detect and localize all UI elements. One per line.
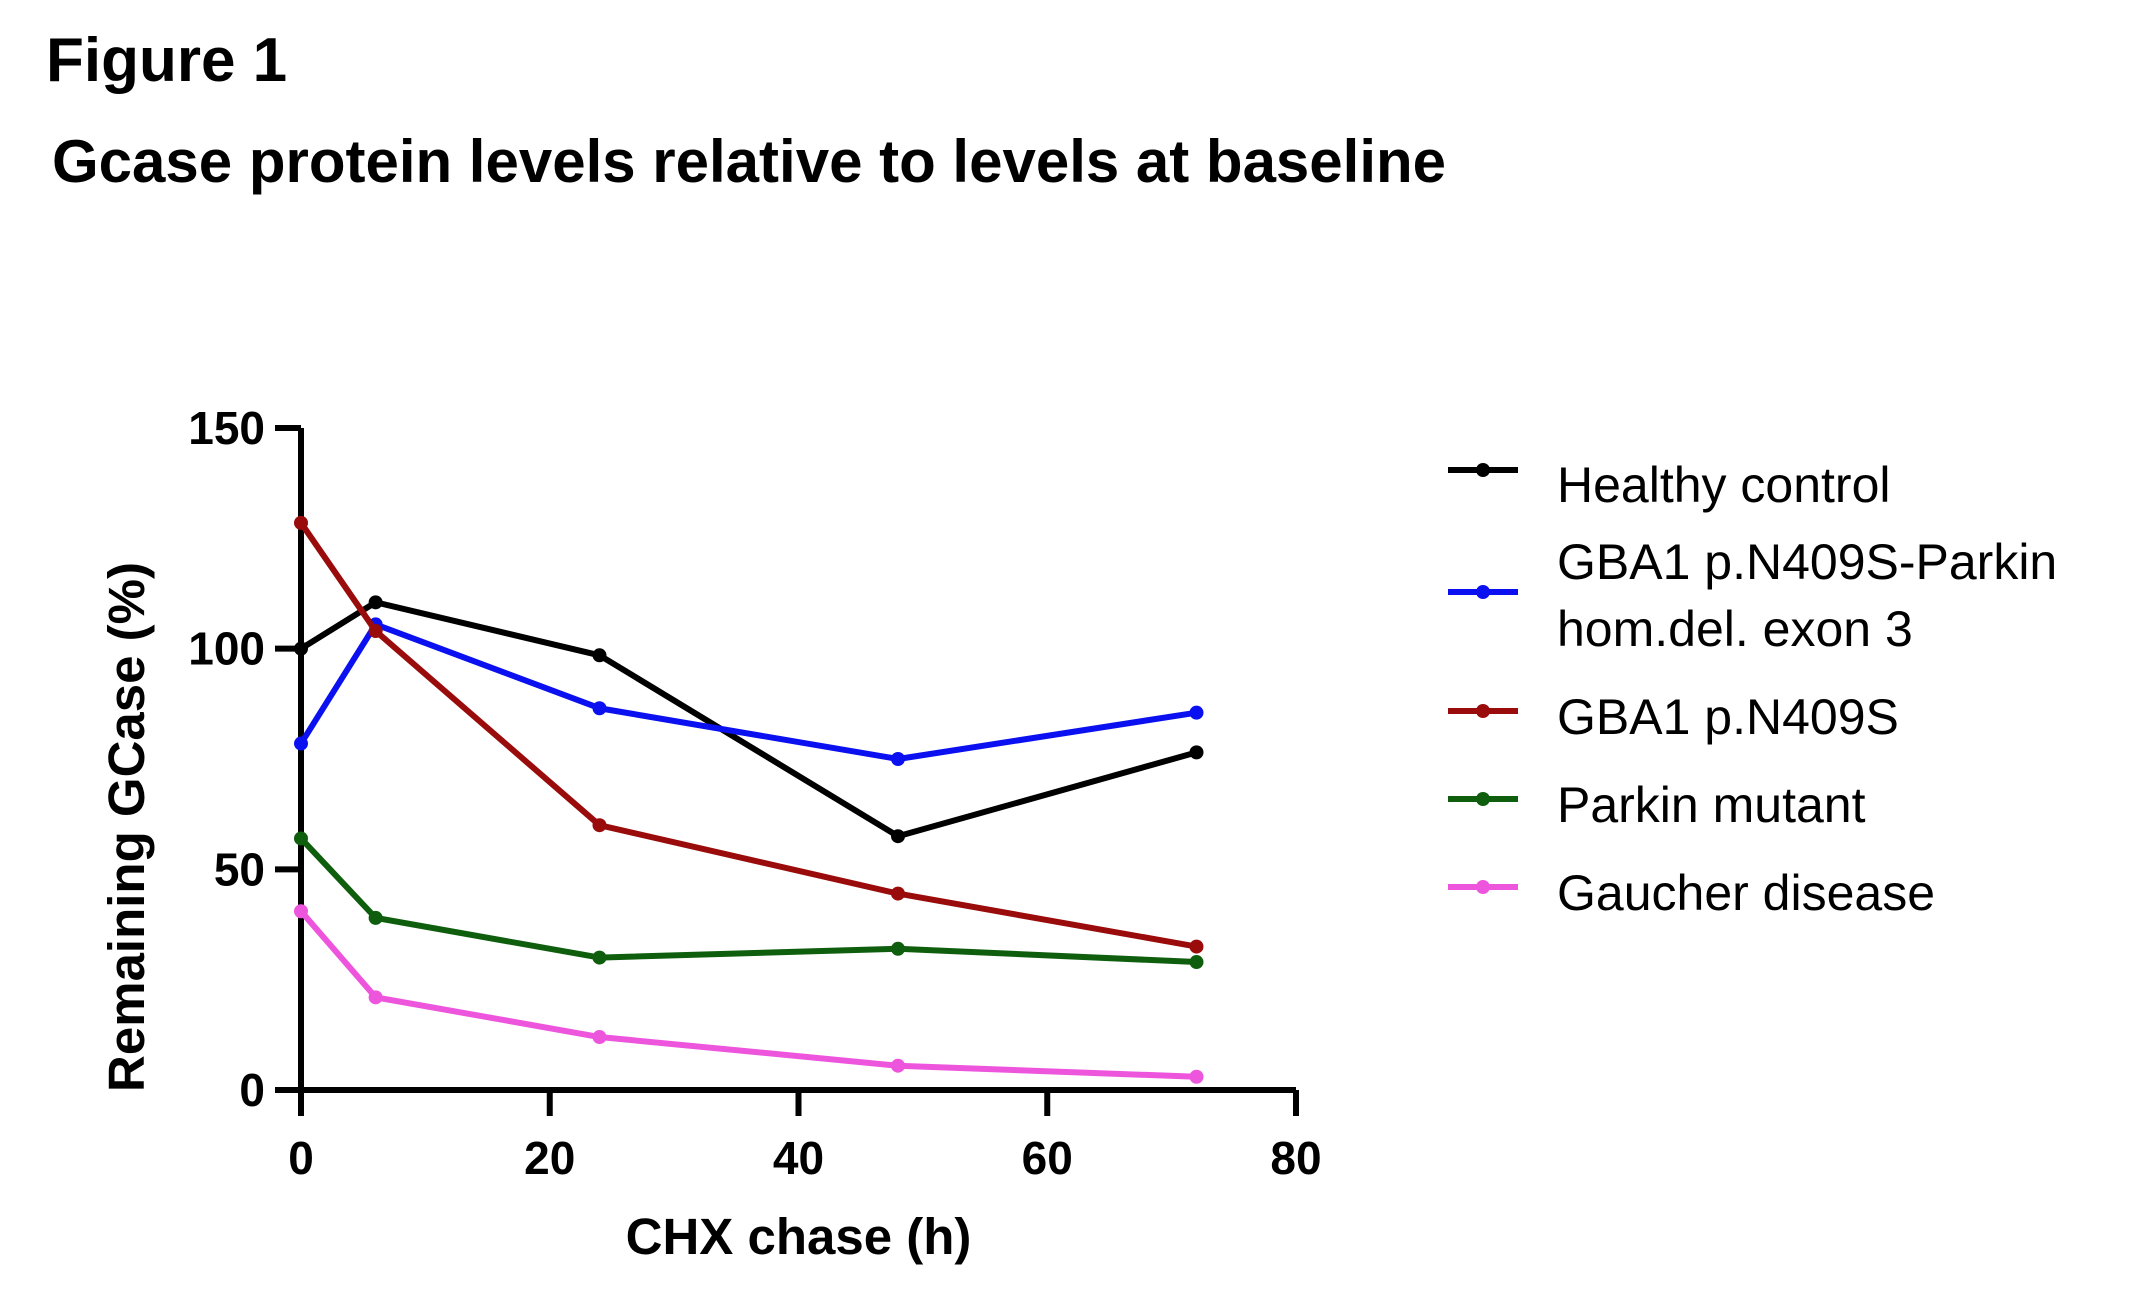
- data-point: [1189, 955, 1204, 970]
- data-point: [592, 701, 607, 716]
- legend-item-2: GBA1 p.N409S: [1448, 689, 1899, 745]
- data-point: [891, 829, 905, 844]
- x-tick-label: 0: [288, 1132, 314, 1184]
- series-layer: [294, 515, 1204, 1084]
- data-point: [294, 831, 308, 846]
- legend-item-4: Gaucher disease: [1448, 865, 1935, 921]
- data-point: [368, 595, 383, 610]
- legend-marker: [1476, 792, 1490, 806]
- legend-marker: [1476, 585, 1490, 599]
- data-point: [368, 990, 383, 1005]
- y-axis-title: Remaining GCase (%): [98, 562, 155, 1092]
- series-0: [294, 595, 1204, 844]
- series-4: [294, 904, 1204, 1084]
- series-2: [294, 515, 1204, 954]
- data-point: [368, 910, 383, 925]
- chart-title: Gcase protein levels relative to levels …: [52, 128, 1447, 195]
- data-point: [592, 950, 607, 965]
- data-point: [592, 1030, 607, 1045]
- data-point: [368, 624, 383, 639]
- series-3: [294, 831, 1204, 970]
- legend-label: Parkin mutant: [1557, 777, 1866, 833]
- y-tick-label: 50: [214, 843, 265, 895]
- legend-item-3: Parkin mutant: [1448, 777, 1866, 833]
- y-tick-label: 0: [239, 1064, 265, 1116]
- data-point: [1189, 1069, 1204, 1084]
- y-tick-label: 100: [188, 623, 265, 675]
- x-tick-label: 80: [1270, 1132, 1321, 1184]
- legend: Healthy control GBA1 p.N409S-Parkin hom.de…: [1448, 457, 2057, 921]
- series-line: [298, 599, 1200, 840]
- data-point: [891, 941, 905, 956]
- legend-label: hom.del. exon 3: [1557, 601, 1913, 657]
- data-point: [891, 886, 905, 901]
- legend-label: Gaucher disease: [1557, 865, 1935, 921]
- data-point: [891, 1058, 905, 1073]
- legend-marker: [1476, 463, 1490, 477]
- x-tick-label: 20: [524, 1132, 575, 1184]
- data-point: [891, 752, 905, 766]
- series-line: [298, 908, 1200, 1080]
- legend-item-0: Healthy control: [1448, 457, 1891, 513]
- legend-label: GBA1 p.N409S: [1557, 689, 1899, 745]
- legend-label: GBA1 p.N409S-Parkin: [1557, 534, 2057, 590]
- x-tick-label: 40: [773, 1132, 824, 1184]
- legend-item-1: GBA1 p.N409S-Parkin hom.del. exon 3: [1448, 534, 2057, 657]
- x-axis-title: CHX chase (h): [626, 1208, 972, 1265]
- legend-label: Healthy control: [1557, 457, 1891, 513]
- series-line: [298, 621, 1200, 762]
- data-point: [294, 641, 308, 656]
- data-point: [1189, 939, 1204, 954]
- data-point: [294, 736, 308, 751]
- y-tick-label: 150: [188, 402, 265, 454]
- data-point: [294, 904, 308, 919]
- legend-marker: [1476, 704, 1490, 718]
- x-tick-label: 60: [1022, 1132, 1073, 1184]
- data-point: [1189, 705, 1204, 720]
- figure-label: Figure 1: [46, 26, 288, 95]
- axes: 0 50 100 150 0 20 40 60 80 CHX chase (h) Remaining…: [98, 402, 1322, 1265]
- legend-marker: [1476, 880, 1490, 894]
- data-point: [294, 515, 308, 530]
- data-point: [592, 818, 607, 833]
- data-point: [592, 648, 607, 663]
- data-point: [1189, 745, 1204, 760]
